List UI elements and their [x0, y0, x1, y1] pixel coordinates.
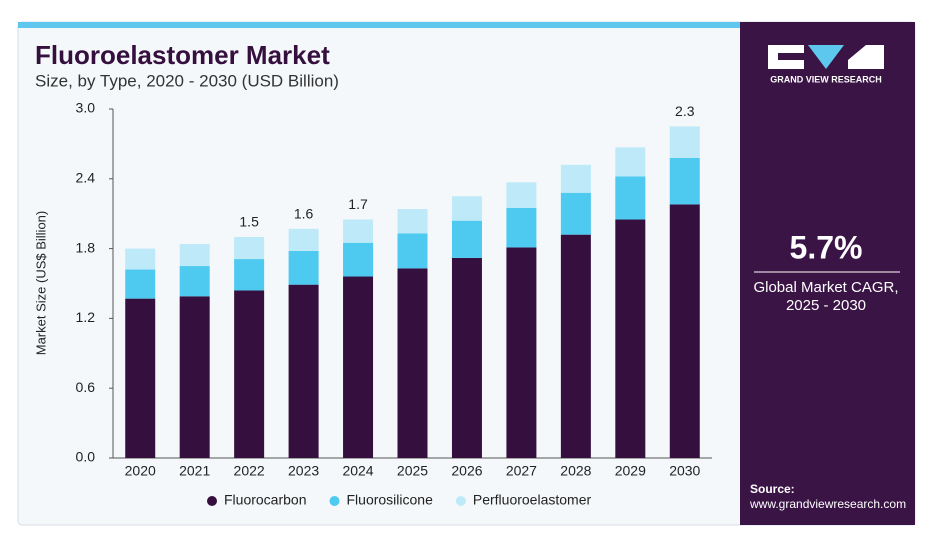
- y-axis-title: Market Size (US$ Billion): [33, 211, 48, 356]
- x-tick-label: 2028: [560, 463, 591, 479]
- legend-label: Fluorocarbon: [224, 492, 307, 508]
- bar-segment: [669, 126, 700, 158]
- bar-segment: [234, 236, 265, 260]
- x-tick-label: 2024: [342, 463, 373, 479]
- bar-segment: [506, 182, 537, 208]
- x-tick-label: 2027: [506, 463, 537, 479]
- brand: GRAND VIEW RESEARCH: [770, 74, 882, 84]
- legend-swatch: [455, 496, 466, 506]
- x-tick-label: 2026: [451, 463, 482, 479]
- bar-segment: [615, 176, 646, 220]
- bar-segment: [179, 296, 210, 458]
- bar-segment: [179, 243, 210, 267]
- bar-segment: [560, 234, 591, 458]
- x-tick-label: 2030: [669, 463, 700, 479]
- bar-segment: [669, 204, 700, 458]
- chart-title: Fluoroelastomer Market: [35, 40, 330, 70]
- x-tick-label: 2020: [125, 463, 156, 479]
- x-tick-label: 2021: [179, 463, 210, 479]
- legend-swatch: [329, 496, 340, 506]
- bar-segment: [451, 257, 482, 458]
- data-label: 1.7: [348, 196, 368, 212]
- bar-segment: [560, 164, 591, 193]
- side-panel: [740, 22, 915, 525]
- data-label: 1.5: [239, 214, 259, 230]
- bar-segment: [506, 247, 537, 458]
- bar-segment: [288, 228, 319, 251]
- bar-segment: [343, 219, 374, 243]
- legend-label: Perfluoroelastomer: [473, 492, 592, 508]
- cagr-period: 2025 - 2030: [786, 297, 866, 314]
- source-url: www.grandviewresearch.com: [749, 497, 906, 511]
- x-tick-label: 2023: [288, 463, 319, 479]
- bar-segment: [125, 248, 156, 270]
- y-tick-label: 0.0: [76, 449, 96, 465]
- bar-segment: [234, 259, 265, 291]
- top-band: [18, 22, 740, 28]
- legend-label: Fluorosilicone: [347, 492, 434, 508]
- bar-segment: [343, 242, 374, 277]
- y-tick-label: 0.6: [76, 379, 96, 395]
- cagr: 5.7%: [790, 229, 863, 265]
- bar-segment: [288, 250, 319, 285]
- bar-segment: [451, 220, 482, 258]
- bar-segment: [179, 266, 210, 297]
- source-title: Source:: [750, 482, 795, 496]
- bar-segment: [125, 298, 156, 458]
- bar-segment: [560, 192, 591, 235]
- data-label: 1.6: [294, 206, 314, 222]
- bar-segment: [397, 268, 428, 458]
- bar-segment: [506, 207, 537, 248]
- chart-subtitle: Size, by Type, 2020 - 2030 (USD Billion): [35, 71, 339, 90]
- bar-segment: [615, 219, 646, 458]
- cagr-label: Global Market CAGR,: [753, 279, 898, 296]
- bar-segment: [451, 196, 482, 221]
- bar-segment: [125, 269, 156, 299]
- y-tick-label: 3.0: [76, 100, 96, 116]
- legend-swatch: [207, 496, 217, 506]
- bar-segment: [234, 290, 265, 458]
- logo: [768, 45, 884, 69]
- data-label: 2.3: [675, 103, 695, 119]
- x-tick-label: 2025: [397, 463, 428, 479]
- bar-segment: [288, 284, 319, 458]
- bar-segment: [397, 209, 428, 234]
- y-tick-label: 2.4: [76, 170, 96, 186]
- y-tick-label: 1.8: [76, 239, 96, 255]
- x-tick-label: 2022: [234, 463, 265, 479]
- bar-segment: [343, 276, 374, 458]
- y-tick-label: 1.2: [76, 309, 96, 325]
- bar-segment: [615, 147, 646, 177]
- bar-segment: [397, 233, 428, 269]
- bar-segment: [669, 157, 700, 205]
- x-tick-label: 2029: [615, 463, 646, 479]
